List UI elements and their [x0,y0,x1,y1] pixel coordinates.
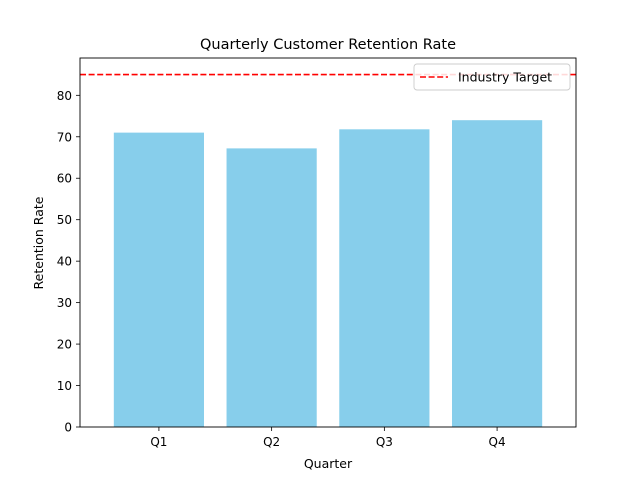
y-axis-label: Retention Rate [31,196,46,289]
y-tick-label: 80 [57,89,72,103]
x-tick-label: Q3 [376,435,393,449]
legend-box [413,63,571,91]
y-tick-label: 20 [57,338,72,352]
y-tick-label: 50 [57,213,72,227]
plot-area: Q1 Q2 Q3 Q4 0 10 20 30 40 50 60 70 80 [57,57,577,449]
axes-frame [79,57,577,428]
legend: Industry Target [413,63,571,91]
y-tick-label: 30 [57,296,72,310]
bar-q2 [226,148,317,427]
bar-q3 [339,129,430,427]
y-tick-label: 60 [57,172,72,186]
x-axis-label: Quarter [304,456,353,471]
legend-label: Industry Target [458,70,552,85]
bar-q1 [113,132,204,427]
bar-q4 [452,120,543,427]
chart-title: Quarterly Customer Retention Rate [200,37,456,53]
y-tick-label: 0 [64,421,72,435]
y-tick-label: 40 [57,255,72,269]
y-tick-label: 70 [57,130,72,144]
x-tick-label: Q1 [150,435,167,449]
x-tick-label: Q4 [489,435,506,449]
y-tick-label: 10 [57,379,72,393]
x-tick-label: Q2 [263,435,280,449]
